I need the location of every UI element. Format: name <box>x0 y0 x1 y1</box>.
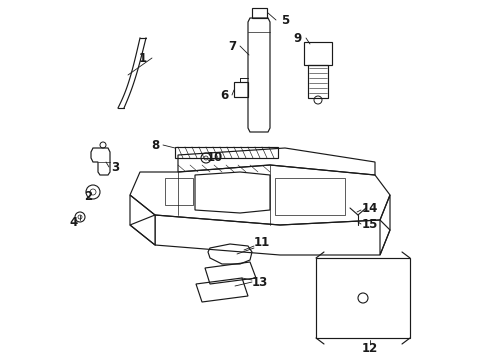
Text: 3: 3 <box>111 161 119 174</box>
Text: 10: 10 <box>207 150 223 163</box>
Text: 1: 1 <box>139 51 147 64</box>
Text: 13: 13 <box>252 276 268 289</box>
Text: 2: 2 <box>84 189 92 202</box>
Text: 8: 8 <box>151 139 159 152</box>
Text: 14: 14 <box>362 202 378 215</box>
Text: 6: 6 <box>220 89 228 102</box>
Text: 9: 9 <box>294 32 302 45</box>
Text: 4: 4 <box>70 216 78 229</box>
Text: 7: 7 <box>228 40 236 53</box>
Text: 15: 15 <box>362 217 378 230</box>
Text: 11: 11 <box>254 235 270 248</box>
Text: 12: 12 <box>362 342 378 355</box>
Text: 5: 5 <box>281 14 289 27</box>
